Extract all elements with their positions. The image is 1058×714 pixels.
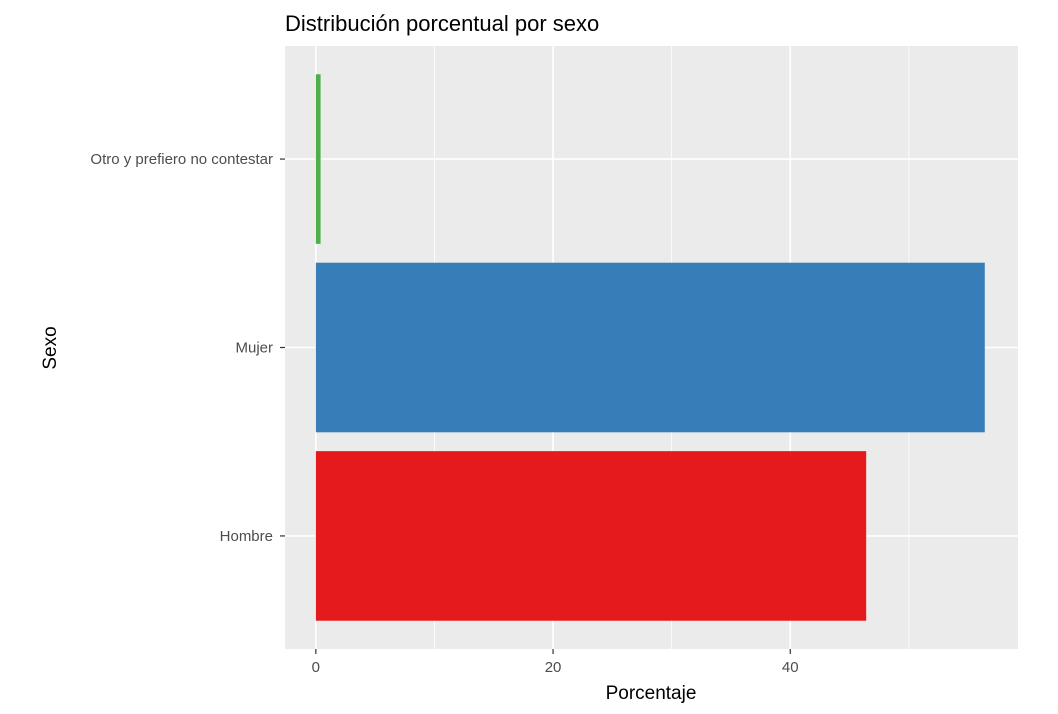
bars <box>315 74 985 621</box>
x-tick-label-2: 40 <box>782 659 799 676</box>
bar-otro-y-prefiero-no-contestar <box>315 74 321 244</box>
x-axis-title: Porcentaje <box>606 683 697 704</box>
x-axis: 0 20 40 <box>312 649 799 676</box>
x-tick-label-1: 20 <box>545 659 562 676</box>
bar-hombre <box>315 451 867 621</box>
bar-mujer <box>315 262 985 433</box>
y-axis-title: Sexo <box>40 326 61 369</box>
y-tick-label-2: Otro y prefiero no contestar <box>90 151 273 168</box>
y-tick-label-0: Hombre <box>220 528 273 545</box>
y-tick-label-1: Mujer <box>235 340 273 357</box>
x-tick-label-0: 0 <box>312 659 320 676</box>
y-axis: Hombre Mujer Otro y prefiero no contestar <box>90 151 285 545</box>
chart-title: Distribución porcentual por sexo <box>285 11 599 36</box>
